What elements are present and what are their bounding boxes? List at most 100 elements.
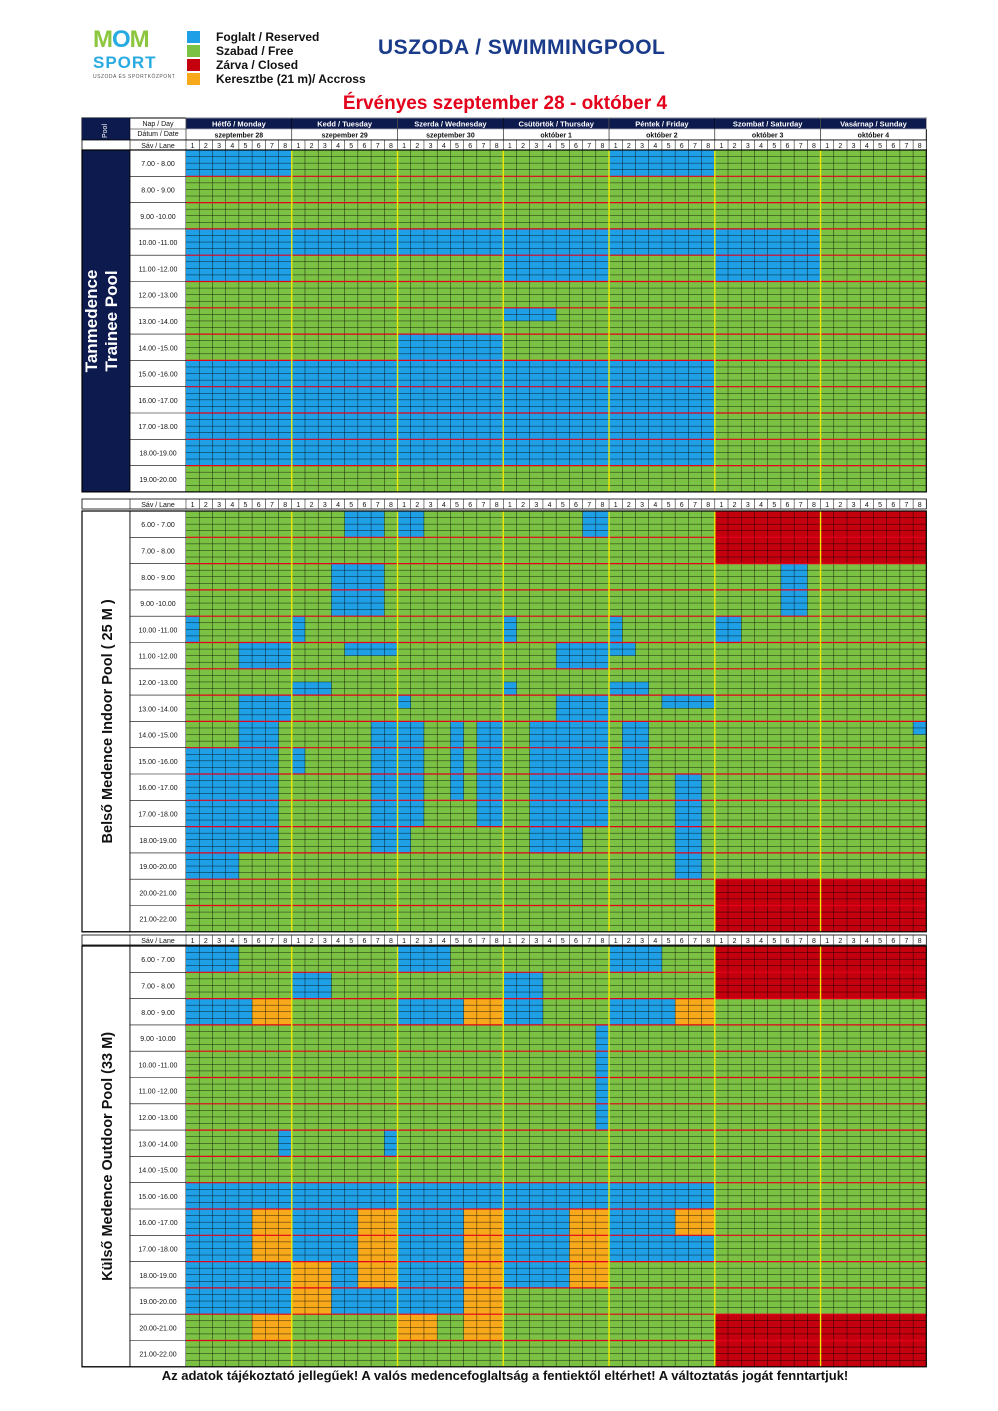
lane-number: 6 [891,143,895,150]
lane-number: 5 [349,938,353,945]
lane-number: 5 [878,143,882,150]
lane-number: 3 [534,938,538,945]
lane-number: 3 [852,143,856,150]
lane-number: 4 [336,502,340,509]
time-slot-label: 8.00 - 9.00 [141,187,175,194]
lane-number: 5 [667,502,671,509]
lane-number: 8 [389,143,393,150]
lane-number: 1 [719,938,723,945]
time-slot-label: 18.00-19.00 [139,1273,176,1280]
lane-number: 5 [667,938,671,945]
lane-number: 8 [600,143,604,150]
lane-number: 3 [746,938,750,945]
lane-number: 7 [376,143,380,150]
lane-number: 6 [257,502,261,509]
time-slot-label: 19.00-20.00 [139,864,176,871]
lane-number: 6 [574,938,578,945]
lane-number: 8 [812,502,816,509]
pool-name-cell [81,510,131,933]
lane-number: 1 [296,938,300,945]
legend-item-closed: Zárva / Closed [187,58,366,72]
lane-number: 1 [614,502,618,509]
lane-number: 7 [376,938,380,945]
lane-number: 7 [270,938,274,945]
lane-number: 8 [706,938,710,945]
lane-number: 6 [468,143,472,150]
lane-number: 6 [363,938,367,945]
lane-number: 1 [402,502,406,509]
day-date-label: október 4 [858,133,890,140]
lane-number: 4 [336,938,340,945]
time-slot-label: 14.00 -15.00 [138,345,177,352]
time-slot-label: 14.00 -15.00 [138,1168,177,1175]
lane-number: 4 [653,143,657,150]
pool-header-cell [82,118,130,140]
lane-number: 6 [468,502,472,509]
lane-number: 2 [838,502,842,509]
lane-number: 7 [587,502,591,509]
time-slot-label: 7.00 - 8.00 [141,983,175,990]
lane-number: 2 [204,938,208,945]
lane-number: 7 [481,143,485,150]
legend-item-reserved: Foglalt / Reserved [187,30,366,44]
lane-number: 1 [508,143,512,150]
day-date-label: október 1 [540,133,572,140]
lane-number: 6 [891,938,895,945]
lane-number: 2 [733,502,737,509]
time-slot-label: 21.00-22.00 [139,917,176,924]
lane-number: 6 [786,143,790,150]
pool-name-cell [81,945,131,1368]
lane-number: 8 [283,143,287,150]
lane-number: 3 [323,502,327,509]
time-column [129,149,187,493]
lane-number: 3 [429,938,433,945]
time-slot-label: 9.00 -10.00 [140,1036,176,1043]
lane-number: 8 [495,143,499,150]
lane-number: 7 [799,938,803,945]
lane-number: 3 [852,938,856,945]
lane-number: 4 [653,502,657,509]
mom-sport-logo: MOM SPORT USZODA ÉS SPORTKÖZPONT [93,26,176,80]
lane-number: 6 [786,938,790,945]
lane-number: 6 [468,938,472,945]
lane-number: 3 [640,938,644,945]
time-slot-label: 10.00 -11.00 [139,1062,178,1069]
time-slot-label: 15.00 -16.00 [138,759,177,766]
lane-number: 1 [191,938,195,945]
lane-number: 2 [204,502,208,509]
time-slot-label: 10.00 -11.00 [139,627,178,634]
lane-number: 8 [495,938,499,945]
time-slot-label: 19.00-20.00 [139,477,176,484]
lane-number: 5 [349,502,353,509]
lane-number: 1 [191,502,195,509]
legend-swatch [187,59,200,71]
time-slot-label: 6.00 - 7.00 [141,522,175,529]
lane-number: 4 [653,938,657,945]
time-slot-label: 12.00 -13.00 [138,293,177,300]
disclaimer-footer: Az adatok tájékoztató jellegűek! A valós… [161,1368,849,1383]
legend-item-free: Szabad / Free [187,44,366,58]
time-slot-label: 17.00 -18.00 [138,1246,177,1253]
lane-number: 4 [230,502,234,509]
lane-header-label: Sáv / Lane [141,143,175,150]
lane-number: 2 [521,143,525,150]
lane-number: 3 [429,143,433,150]
lane-header-row [81,934,927,946]
lane-number: 5 [772,502,776,509]
lane-number: 7 [905,938,909,945]
lane-number: 6 [257,938,261,945]
lane-number: 5 [349,143,353,150]
lane-number: 4 [336,143,340,150]
lane-number: 1 [508,502,512,509]
time-slot-label: 15.00 -16.00 [138,1194,177,1201]
day-name-label: Kedd / Tuesday [317,120,373,129]
time-slot-label: 16.00 -17.00 [138,1220,177,1227]
lane-number: 6 [363,143,367,150]
time-slot-label: 8.00 - 9.00 [141,1010,175,1017]
pool-section: Tanmedence Trainee Pool 7.00 - 8.00 8.00 - … [81,149,927,493]
legend-swatch [187,45,200,57]
lane-number: 3 [429,502,433,509]
lane-number: 2 [627,938,631,945]
lane-number: 5 [455,502,459,509]
